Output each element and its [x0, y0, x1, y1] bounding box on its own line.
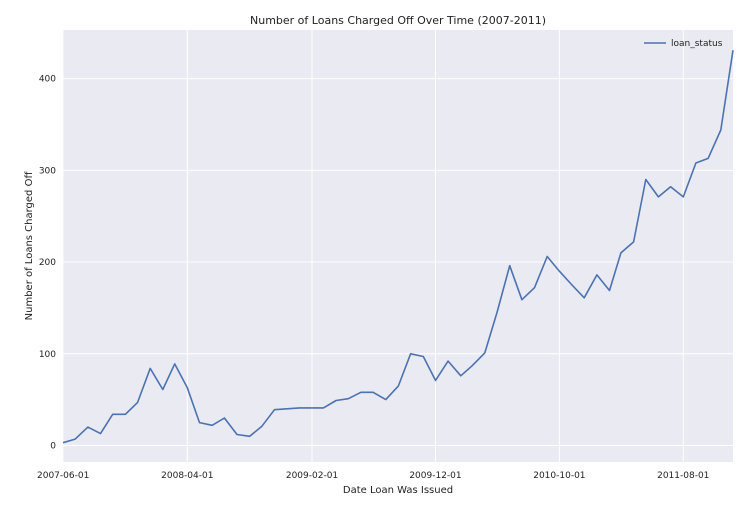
x-tick-label: 2009-12-01: [409, 471, 461, 481]
legend-label: loan_status: [671, 39, 723, 49]
x-tick-label: 2008-04-01: [161, 471, 213, 481]
x-axis-label: Date Loan Was Issued: [343, 485, 453, 496]
grid-lines: [62, 30, 733, 462]
y-tick-label: 300: [39, 166, 56, 176]
x-tick-label: 2007-06-01: [37, 471, 89, 481]
plot-area: [63, 30, 733, 462]
series-layer: [62, 50, 734, 444]
y-tick-label: 100: [39, 350, 56, 360]
y-tick-label: 200: [39, 258, 56, 268]
y-axis-label: Number of Loans Charged Off: [24, 171, 35, 321]
y-tick-label: 0: [50, 441, 56, 451]
legend: loan_status: [644, 39, 723, 49]
y-tick-label: 400: [39, 75, 56, 85]
chart-title: Number of Loans Charged Off Over Time (2…: [250, 14, 546, 27]
x-tick-label: 2010-10-01: [533, 471, 585, 481]
y-axis-ticks: 0 100 200 300 400: [39, 75, 56, 452]
x-tick-label: 2011-08-01: [657, 471, 709, 481]
x-tick-label: 2009-02-01: [286, 471, 338, 481]
series-line-loan_status: [62, 50, 734, 444]
x-axis-ticks: 2007-06-01 2008-04-01 2009-02-01 2009-12-01…: [37, 471, 709, 481]
